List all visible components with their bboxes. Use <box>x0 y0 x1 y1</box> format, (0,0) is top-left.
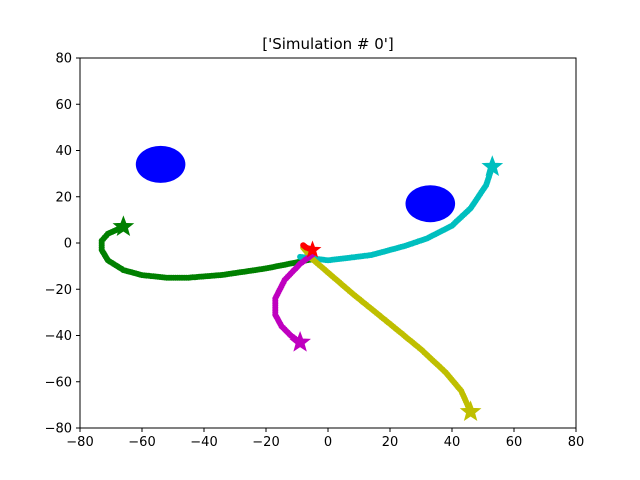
goal-star-0 <box>112 215 135 237</box>
y-tick-label-5: 20 <box>55 190 72 205</box>
y-tick-label-1: −60 <box>45 375 72 390</box>
x-tick-label-6: 40 <box>444 435 461 450</box>
y-tick-label-7: 60 <box>55 98 72 113</box>
y-tick-label-4: 0 <box>64 237 72 252</box>
y-tick-label-3: −20 <box>45 283 72 298</box>
x-tick-label-2: −40 <box>190 435 217 450</box>
x-tick-label-5: 20 <box>382 435 399 450</box>
x-tick-label-7: 60 <box>506 435 523 450</box>
x-tick-label-1: −60 <box>128 435 155 450</box>
goal-star-2 <box>459 400 482 422</box>
x-tick-label-0: −80 <box>66 435 93 450</box>
x-tick-label-8: 80 <box>568 435 585 450</box>
chart-title: ['Simulation # 0'] <box>262 35 394 53</box>
obstacle-0 <box>135 145 186 183</box>
y-tick-label-6: 40 <box>55 144 72 159</box>
goal-star-1 <box>481 155 504 176</box>
y-tick-label-2: −40 <box>45 329 72 344</box>
x-tick-label-3: −20 <box>252 435 279 450</box>
y-tick-label-0: −80 <box>45 422 72 437</box>
goal-star-4 <box>303 240 322 258</box>
obstacle-1 <box>405 185 456 223</box>
y-tick-label-8: 80 <box>55 52 72 67</box>
goal-star-3 <box>289 330 311 352</box>
x-tick-label-4: 0 <box>324 435 332 450</box>
plot-area: −80 −60 −40 −20 0 20 40 60 80 −80 −60 −40 −20 0 20 40 60… <box>45 52 585 451</box>
